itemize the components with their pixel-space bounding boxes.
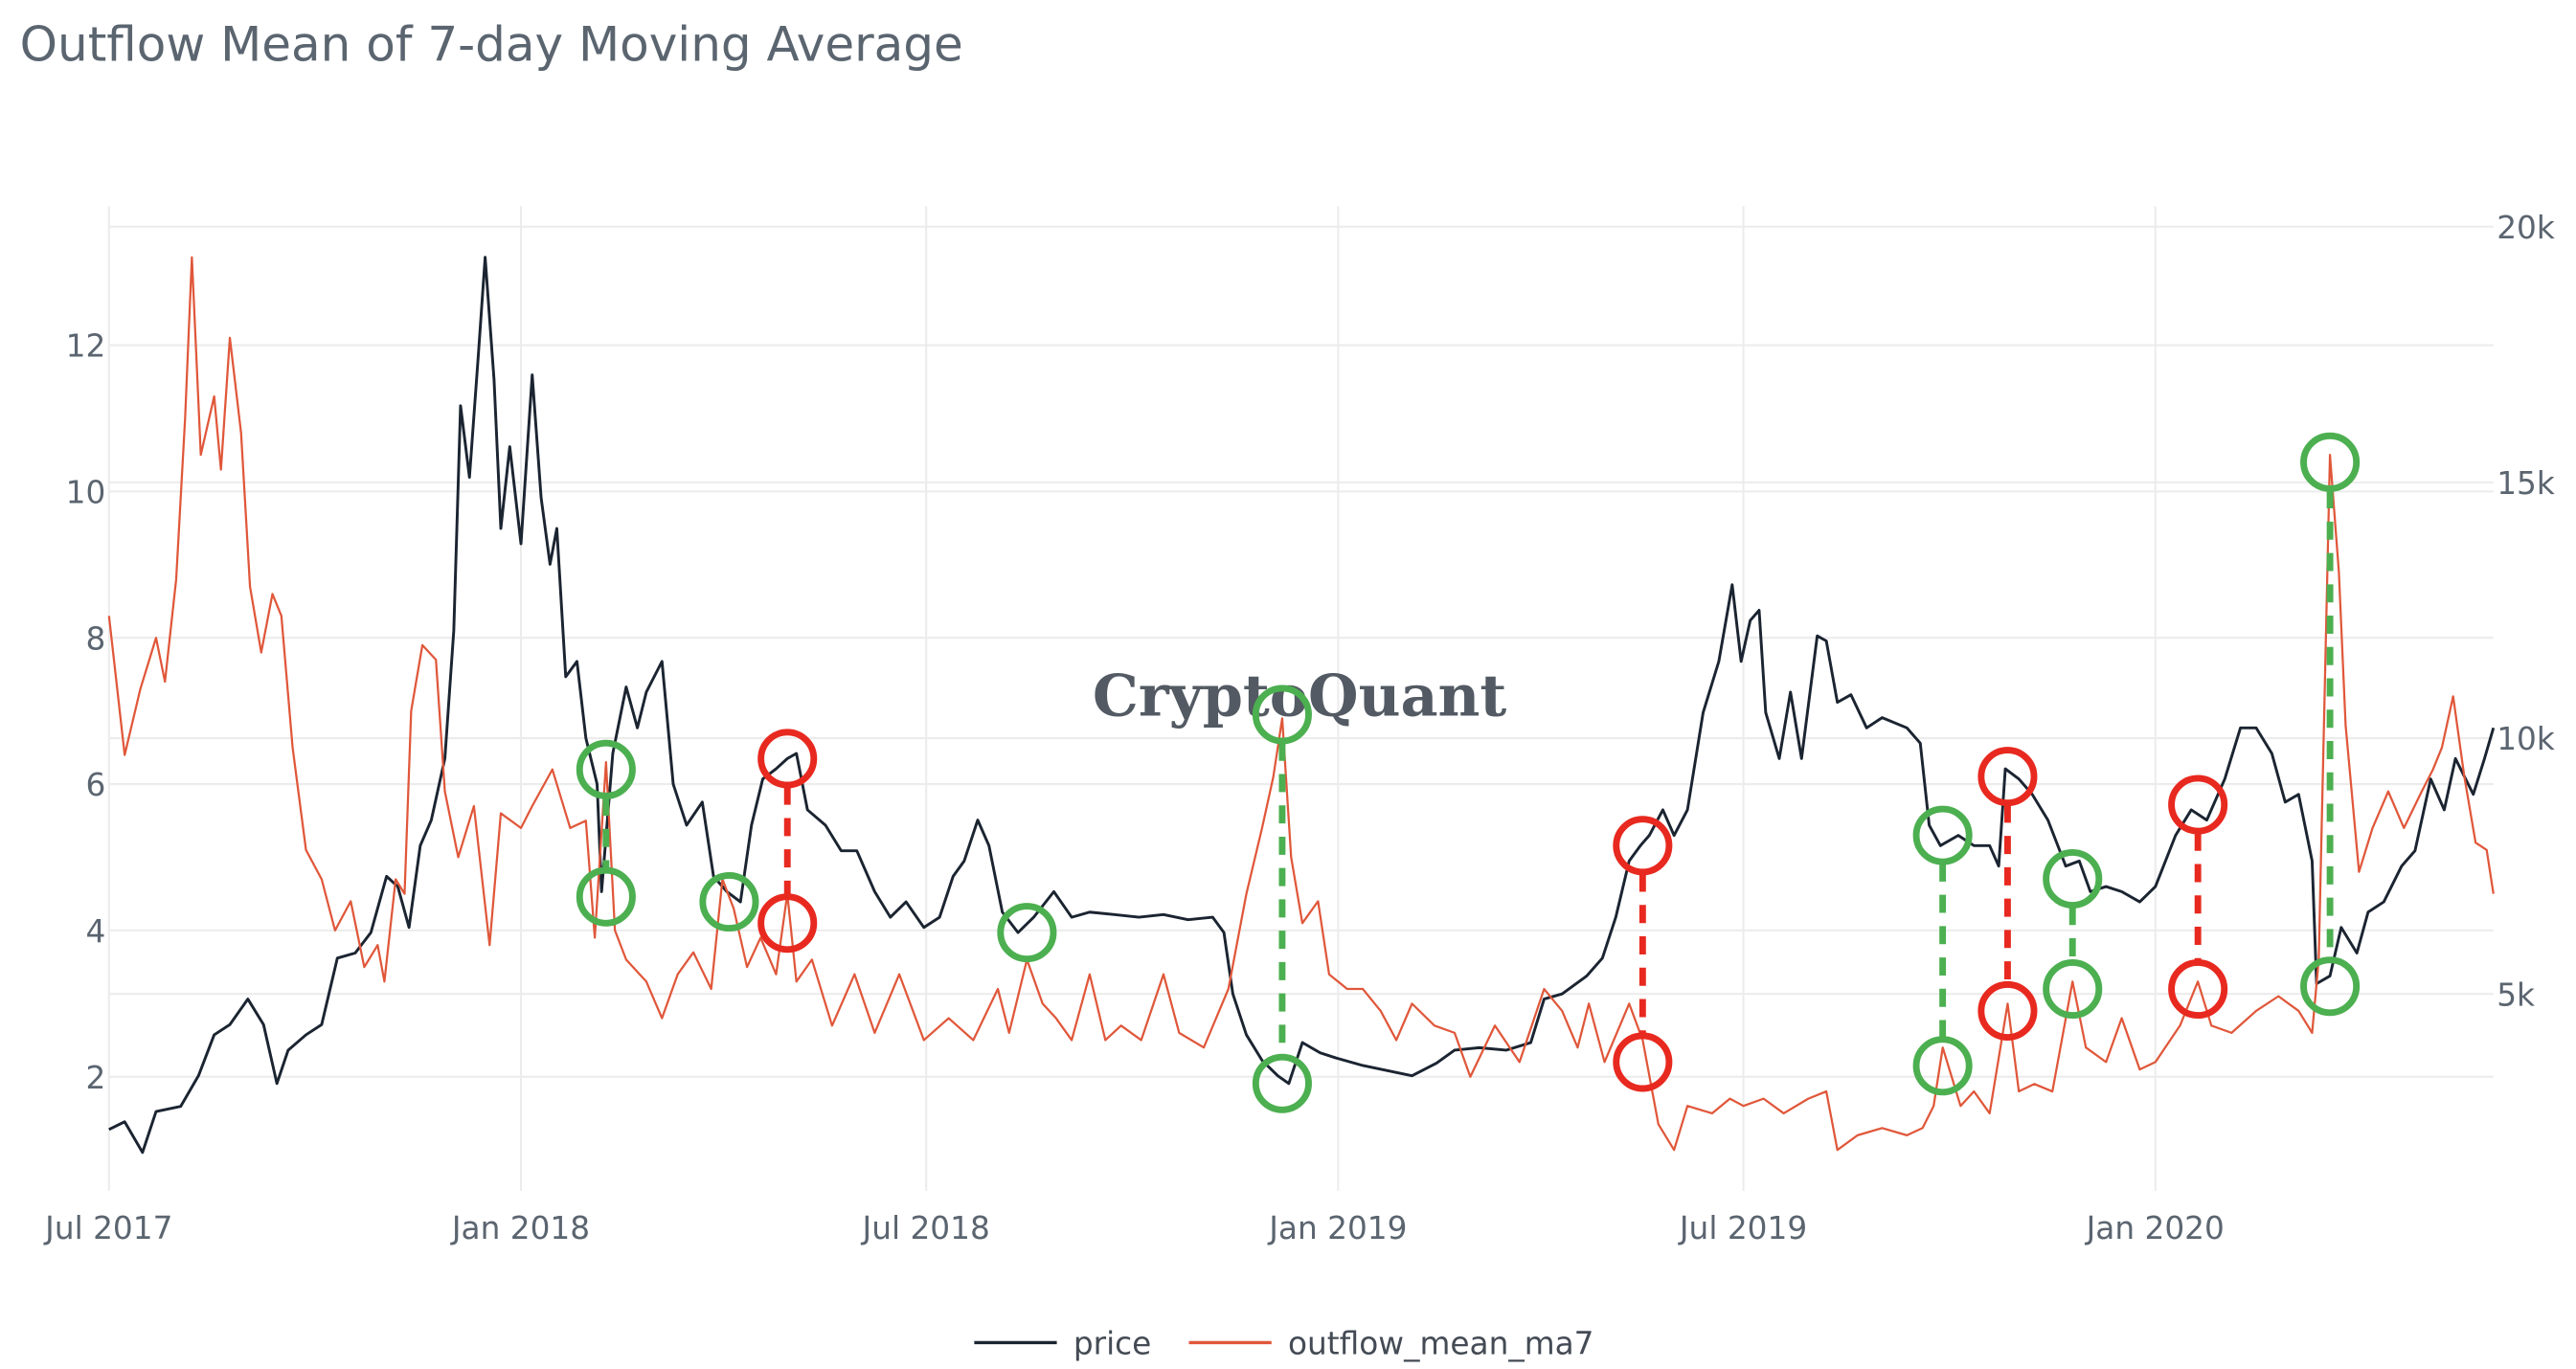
- y-left-tick-label: 2: [86, 1060, 106, 1096]
- annotation-circle-green: [576, 866, 636, 927]
- annotations: [576, 432, 2361, 1113]
- annotation-circle-red: [757, 729, 818, 789]
- annotation-circle-red: [1977, 980, 2038, 1041]
- y-left-tick-label: 8: [86, 620, 106, 657]
- annotation-circle-green: [2300, 956, 2361, 1017]
- y-right-tick-label: 10k: [2497, 721, 2555, 757]
- y-left-tick-label: 12: [66, 328, 106, 365]
- x-tick-label: Jan 2020: [2085, 1210, 2225, 1246]
- y-right-tick-label: 15k: [2497, 465, 2555, 502]
- legend[interactable]: price outflow_mean_ma7: [974, 1326, 1594, 1362]
- y-right-tick-label: 5k: [2497, 976, 2535, 1013]
- annotation-circle-green: [1252, 1053, 1312, 1113]
- legend-label-price: price: [1073, 1326, 1152, 1362]
- annotation-circle-green: [997, 903, 1057, 963]
- annotation-circle-green: [699, 872, 759, 932]
- legend-item-outflow[interactable]: outflow_mean_ma7: [1188, 1326, 1594, 1362]
- annotation-circle-red: [1613, 1032, 1673, 1092]
- x-tick-label: Jan 2018: [450, 1210, 590, 1246]
- annotation-circle-green: [2300, 432, 2361, 492]
- x-tick-label: Jul 2018: [861, 1210, 990, 1246]
- y-left-tick-label: 10: [66, 474, 106, 510]
- legend-item-price[interactable]: price: [974, 1326, 1151, 1362]
- annotation-circle-green: [2043, 959, 2103, 1020]
- x-tick-label: Jul 2017: [43, 1210, 172, 1246]
- x-tick-label: Jul 2019: [1678, 1210, 1807, 1246]
- y-right-tick-label: 20k: [2497, 210, 2555, 246]
- legend-label-outflow: outflow_mean_ma7: [1288, 1326, 1594, 1362]
- annotation-circle-red: [1613, 816, 1673, 876]
- y-left-tick-label: 6: [86, 767, 106, 803]
- annotation-circle-red: [1977, 747, 2038, 807]
- annotation-circle-green: [1912, 1036, 1973, 1096]
- chart-title: Outflow Mean of 7-day Moving Average: [20, 17, 963, 73]
- annotation-circle-green: [1252, 684, 1312, 745]
- axis-ticks: Jul 2017 Jan 2018 Jul 2018 Jan 2019 Jul 2019…: [43, 210, 2555, 1246]
- annotation-circle-red: [2168, 774, 2228, 835]
- x-tick-label: Jan 2019: [1267, 1210, 1407, 1246]
- annotation-circle-green: [2043, 848, 2103, 909]
- y-left-tick-label: 4: [86, 913, 106, 950]
- annotation-circle-red: [2168, 959, 2228, 1020]
- series-line-outflow: [107, 256, 2495, 1152]
- annotation-circle-green: [1912, 805, 1973, 865]
- annotation-circle-red: [757, 893, 818, 954]
- annotation-circle-green: [576, 739, 636, 799]
